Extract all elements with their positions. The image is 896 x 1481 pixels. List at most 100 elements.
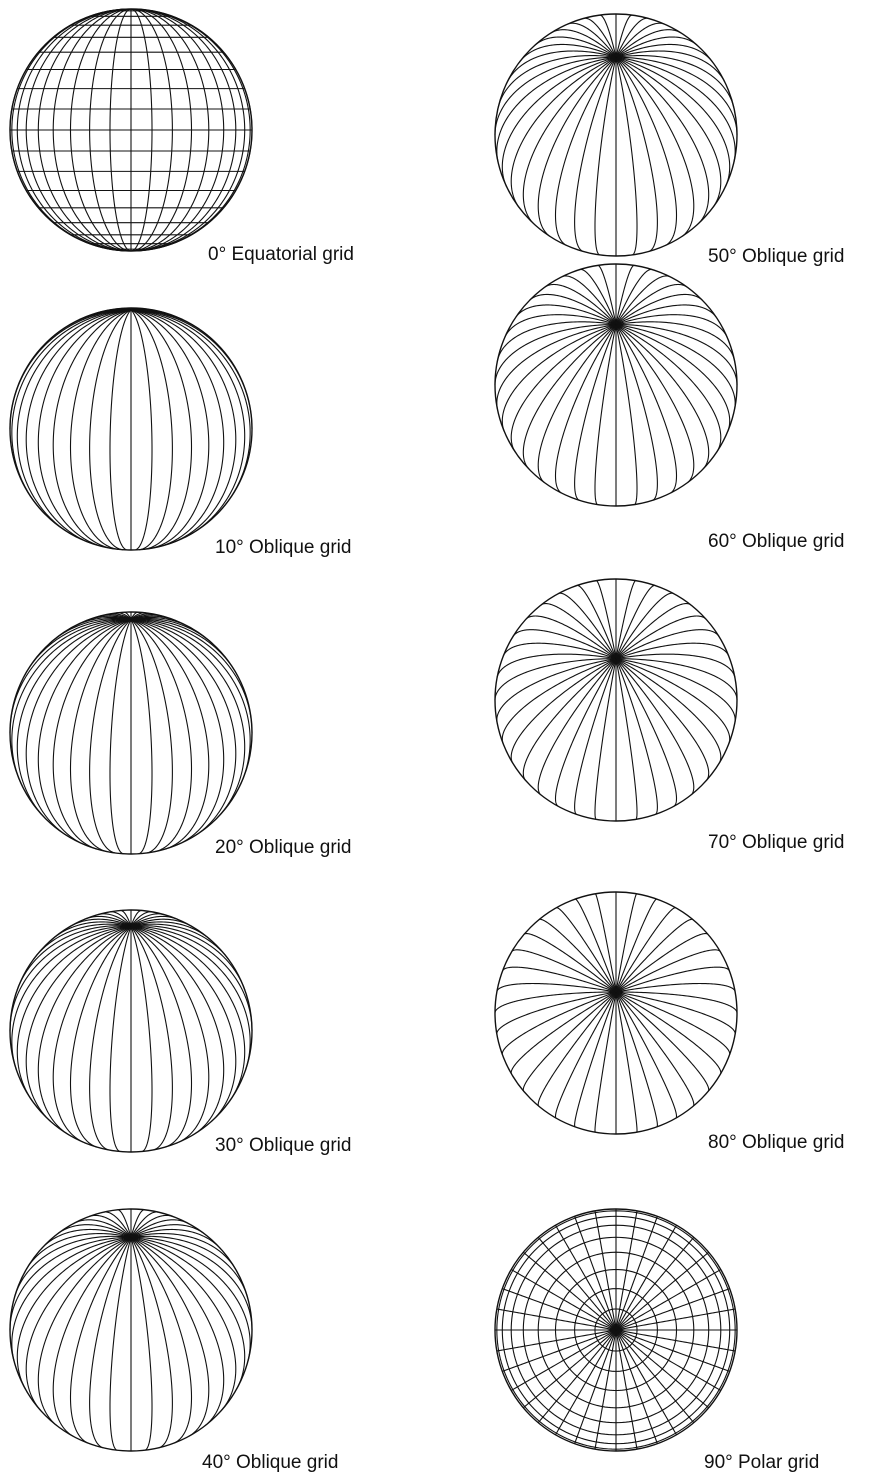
grid-line xyxy=(555,1329,617,1436)
grid-line xyxy=(502,966,617,993)
grid-line xyxy=(130,925,246,1102)
grid-line xyxy=(40,1228,132,1250)
equatorial-grid-0: 0° Equatorial grid xyxy=(9,8,354,265)
grid-line xyxy=(537,658,617,796)
oblique-grid-20: 20° Oblique grid xyxy=(9,611,351,858)
grid-line xyxy=(615,36,698,58)
globe-outline xyxy=(9,611,253,855)
grid-line xyxy=(130,309,173,551)
grid-line xyxy=(615,580,636,659)
grid-line xyxy=(554,658,617,807)
oblique-grid-80: 80° Oblique grid xyxy=(494,891,844,1153)
grid-line xyxy=(574,1216,617,1331)
grid-line xyxy=(130,309,193,550)
grid-line xyxy=(496,1210,736,1450)
grid-line xyxy=(594,1329,617,1450)
grid-line xyxy=(555,1224,617,1331)
grid-line xyxy=(130,1228,222,1250)
grid-line xyxy=(615,56,658,253)
grid-line xyxy=(496,323,617,409)
grid-line xyxy=(615,1329,658,1444)
grid-line xyxy=(130,618,251,788)
grid-line xyxy=(615,991,658,1128)
grid-line xyxy=(109,309,132,551)
grid-line xyxy=(615,29,682,58)
grid-line xyxy=(497,55,617,108)
grid-line xyxy=(501,1215,731,1445)
grid-line xyxy=(109,926,132,1153)
grid-line xyxy=(615,324,658,501)
grid-line xyxy=(88,1214,132,1238)
grid-line xyxy=(615,966,730,993)
grid-line xyxy=(615,14,633,58)
grid-line xyxy=(615,629,720,660)
polar-grid-90: 90° Polar grid xyxy=(494,1208,819,1473)
grid-line xyxy=(510,56,617,208)
grid-line xyxy=(615,55,735,108)
grid-line xyxy=(615,268,653,325)
grid-line xyxy=(615,1251,710,1331)
grid-line xyxy=(594,324,617,506)
grid-line xyxy=(496,991,617,1035)
grid-line xyxy=(496,653,617,678)
grid-line xyxy=(16,618,132,822)
grid-line xyxy=(615,324,722,453)
grid-line xyxy=(594,658,617,820)
grid-line xyxy=(615,321,736,361)
grid-line xyxy=(37,309,132,548)
grid-line xyxy=(615,17,649,58)
grid-line xyxy=(615,56,731,188)
grid-line xyxy=(9,1236,132,1331)
grid-line xyxy=(523,933,617,993)
grid-line xyxy=(510,1224,722,1436)
grid-line xyxy=(597,264,617,325)
grid-line xyxy=(496,982,617,993)
grid-line xyxy=(534,36,617,58)
grid-line xyxy=(52,618,132,850)
grid-line xyxy=(537,56,617,237)
grid-line xyxy=(496,321,617,361)
grid-line xyxy=(130,618,237,837)
grid-line xyxy=(522,1236,710,1424)
globe-outline xyxy=(494,1208,738,1452)
grid-line xyxy=(16,925,132,1102)
grid-line xyxy=(595,893,617,993)
globe-outline xyxy=(494,578,738,822)
grid-line xyxy=(615,56,678,247)
oblique-grid-30: 30° Oblique grid xyxy=(9,909,351,1156)
grid-line xyxy=(554,56,617,247)
grid-line xyxy=(615,22,665,58)
grid-line xyxy=(506,50,617,83)
grid-line xyxy=(616,991,738,1014)
grid-line xyxy=(615,324,638,506)
grid-line xyxy=(615,615,707,660)
grid-line xyxy=(501,323,617,432)
grid-line xyxy=(89,618,132,854)
grid-line xyxy=(615,949,721,993)
grid-line xyxy=(109,619,132,855)
grid-line xyxy=(574,991,617,1128)
grid-line xyxy=(130,1236,246,1390)
grid-line xyxy=(615,57,638,256)
grid-line xyxy=(130,925,193,1148)
grid-line xyxy=(130,1237,173,1449)
grid-line xyxy=(615,642,730,660)
grid-line xyxy=(615,898,657,993)
grid-line xyxy=(537,324,617,483)
grid-line xyxy=(615,658,736,722)
grid-line xyxy=(130,925,253,1032)
grid-line xyxy=(615,1210,638,1331)
globe-outline xyxy=(9,307,253,551)
grid-line xyxy=(25,925,132,1122)
grid-line xyxy=(554,991,617,1119)
grid-lines xyxy=(494,579,738,821)
grid-line xyxy=(494,991,616,1014)
grid-line xyxy=(501,991,617,1055)
grid-line xyxy=(130,1236,251,1362)
caption-oblique-20: 20° Oblique grid xyxy=(215,837,351,858)
grid-line xyxy=(615,323,738,386)
grid-line xyxy=(496,56,617,162)
grid-line xyxy=(615,918,694,993)
grid-line xyxy=(615,1224,677,1331)
grid-line xyxy=(11,309,132,515)
